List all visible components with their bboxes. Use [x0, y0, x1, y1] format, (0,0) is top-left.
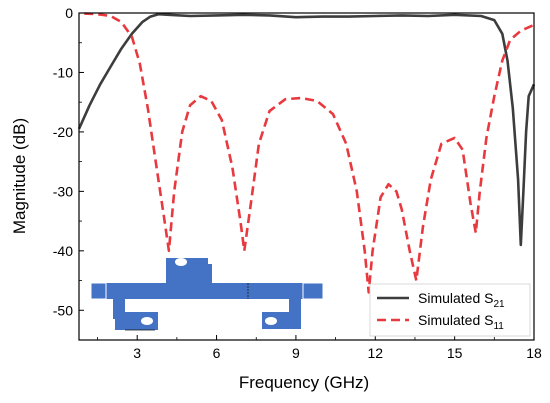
legend-label-s11-main: Simulated S [418, 312, 493, 328]
x-tick-label: 6 [213, 345, 221, 361]
filter-layout-inset [90, 258, 324, 331]
series-line-s21 [77, 12, 536, 247]
legend-box [369, 283, 531, 337]
series-line-s11 [84, 12, 535, 294]
inset-right-stub [289, 299, 301, 315]
legend-label-s21: Simulated S21 [418, 290, 505, 310]
legend: Simulated S21 Simulated S11 [369, 283, 531, 337]
y-tick-label: -20 [53, 124, 73, 140]
legend-label-s11: Simulated S11 [418, 312, 504, 332]
x-tick-label: 15 [447, 345, 463, 361]
y-tick-label: -30 [53, 183, 73, 199]
legend-label-s21-sub: 21 [493, 299, 505, 310]
y-tick-label: -40 [53, 243, 73, 259]
inset-right-via [265, 317, 277, 325]
inset-left-pad [115, 312, 158, 330]
plot-frame [78, 12, 535, 341]
x-tick-label: 12 [367, 345, 383, 361]
x-tick-label: 3 [133, 345, 141, 361]
x-tick-label: 18 [526, 345, 542, 361]
x-axis-title: Frequency (GHz) [239, 373, 369, 392]
inset-top-via [175, 258, 187, 266]
inset-top-stub-arm [200, 264, 212, 283]
y-axis: 0 -10 -20 -30 -40 -50 [53, 5, 84, 318]
plot-series [77, 12, 536, 294]
inset-main-line [91, 283, 323, 299]
y-tick-label: -50 [53, 302, 73, 318]
x-tick-label: 9 [292, 345, 300, 361]
y-tick-label: -10 [53, 64, 73, 80]
inset-left-via [141, 317, 153, 325]
x-axis: 3 6 9 12 15 18 [97, 335, 542, 361]
legend-label-s11-sub: 11 [493, 321, 504, 332]
y-axis-title: Magnitude (dB) [10, 118, 29, 234]
inset-feed-left [90, 282, 107, 300]
legend-label-s21-main: Simulated S [418, 290, 493, 306]
y-tick-label: 0 [65, 5, 73, 21]
inset-feed-right [302, 282, 324, 300]
